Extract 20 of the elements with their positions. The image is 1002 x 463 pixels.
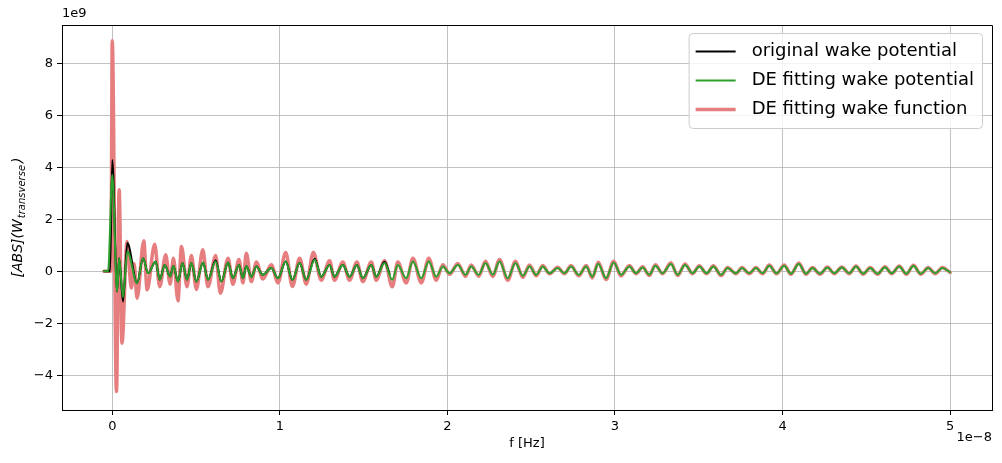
y-tick-label: 4 [44,158,53,174]
text: 1e9 [62,5,87,21]
text: 1e−8 [956,429,992,445]
x-tick-label: 2 [443,418,452,434]
legend-label: DE fitting wake function [751,97,968,119]
y-tick-label: 6 [44,106,53,122]
y-tick-label: −2 [33,314,53,330]
legend-label: DE fitting wake potential [751,68,975,90]
y-tick-label: 2 [44,210,53,226]
x-tick-label: 4 [778,418,787,434]
y-tick-label: 8 [44,54,53,70]
x-axis-title: f [Hz] [509,435,545,451]
y-axis-title: [ABS](Wtransverse) [8,157,27,278]
x-tick-label: 1 [275,418,284,434]
x-tick-label: 0 [108,418,117,434]
y-tick-label: 0 [44,262,53,278]
x-tick-label: 5 [945,418,955,434]
y-tick-label: −4 [33,366,53,382]
legend-label: original wake potential [751,39,958,61]
x-tick-label: 3 [610,418,620,434]
